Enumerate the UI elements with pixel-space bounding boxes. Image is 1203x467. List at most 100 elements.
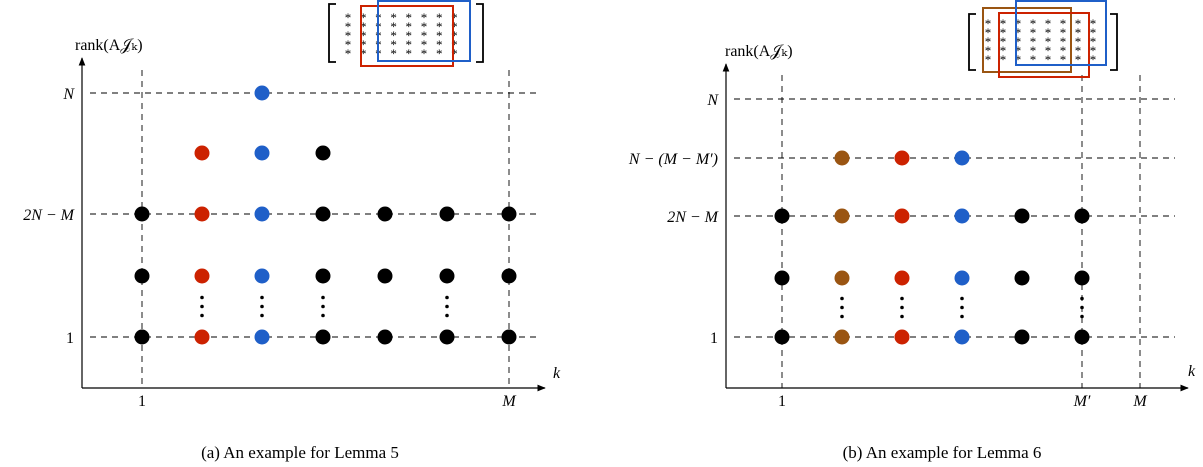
dot-brown: [834, 208, 850, 224]
matrix-star: *: [1045, 25, 1052, 40]
dot-black: [501, 206, 517, 222]
dot-black: [377, 329, 393, 345]
matrix-star: *: [406, 19, 413, 34]
vdots-dot: [445, 295, 449, 300]
matrix-star: *: [1075, 43, 1082, 58]
dot-black: [134, 329, 150, 345]
vdots-dot: [321, 295, 325, 300]
matrix-star: *: [345, 28, 352, 43]
panel-a-matrix: * * * * * * * ** * * * * * * ** * * * * * * ** * * * * * * ** * * * * * * *: [328, 0, 484, 67]
dot-black: [1074, 329, 1090, 345]
matrix-star: *: [1075, 34, 1082, 49]
matrix-star: *: [390, 28, 397, 43]
panel-a-x-tick-m: M: [501, 393, 517, 410]
panel-a-blue-box: [377, 0, 471, 62]
dot-red: [894, 329, 910, 345]
matrix-star: *: [1090, 52, 1097, 67]
panel-a-y-tick-2n-m: 2N − M: [23, 207, 75, 224]
dot-black: [439, 268, 455, 284]
panel-b-vdots: [840, 296, 1084, 319]
vdots-dot: [321, 313, 325, 318]
dot-black: [774, 208, 790, 224]
panel-a-vdots: [200, 295, 449, 318]
vdots-dot: [840, 296, 844, 301]
matrix-star: *: [1030, 25, 1037, 40]
panel-a: rank(A𝒥ₖ) k N 2N − M 1 1 M * * * * * * * ** * * * *…: [23, 0, 561, 462]
matrix-star: *: [345, 19, 352, 34]
dot-blue: [254, 85, 270, 101]
dot-red: [194, 329, 210, 345]
matrix-star: *: [1090, 16, 1097, 31]
matrix-star: *: [1000, 34, 1007, 49]
matrix-star: *: [1090, 34, 1097, 49]
dot-black: [1014, 270, 1030, 286]
matrix-star: *: [1000, 43, 1007, 58]
dot-black: [1074, 208, 1090, 224]
vdots-dot: [900, 296, 904, 301]
vdots-dot: [840, 314, 844, 319]
dot-black: [1014, 329, 1030, 345]
matrix-star: *: [1045, 52, 1052, 67]
panel-b-x-tick-m-prime: M′: [1073, 393, 1091, 410]
panel-b: rank(A𝒥ₖ) k N N − (M − M′) 2N − M 1 1 M′…: [628, 0, 1196, 462]
matrix-star: *: [1030, 34, 1037, 49]
dot-blue: [954, 208, 970, 224]
panel-b-red-box: [998, 12, 1090, 78]
vdots-dot: [1080, 305, 1084, 310]
dot-brown: [834, 329, 850, 345]
panel-a-x-axis-label: k: [553, 365, 561, 382]
vdots-dot: [960, 296, 964, 301]
dot-black: [315, 206, 331, 222]
matrix-star: *: [1015, 25, 1022, 40]
vdots-dot: [445, 304, 449, 309]
dot-red: [194, 268, 210, 284]
matrix-star: *: [985, 25, 992, 40]
panel-b-matrix-left-bracket: [968, 13, 976, 71]
matrix-star: *: [421, 46, 428, 61]
dot-black: [1074, 270, 1090, 286]
panel-b-x-tick-m: M: [1132, 393, 1148, 410]
matrix-star: *: [451, 10, 458, 25]
panel-a-y-axis-label: rank(A𝒥ₖ): [75, 37, 143, 54]
matrix-star: *: [360, 28, 367, 43]
matrix-star: *: [1060, 52, 1067, 67]
matrix-star: *: [1015, 16, 1022, 31]
panel-b-caption: (b) An example for Lemma 6: [843, 443, 1042, 462]
dot-blue: [254, 145, 270, 161]
matrix-star: *: [451, 28, 458, 43]
panel-a-red-box: [360, 5, 454, 67]
matrix-star: *: [1045, 34, 1052, 49]
matrix-star: *: [1060, 43, 1067, 58]
dot-blue: [954, 150, 970, 166]
dot-black: [1014, 208, 1030, 224]
matrix-star: *: [421, 19, 428, 34]
matrix-star: *: [1060, 16, 1067, 31]
vdots-dot: [1080, 296, 1084, 301]
vdots-dot: [960, 305, 964, 310]
matrix-star: *: [451, 46, 458, 61]
dot-blue: [254, 206, 270, 222]
matrix-star: *: [1075, 52, 1082, 67]
panel-b-x-axis-label: k: [1188, 363, 1196, 380]
vdots-dot: [260, 304, 264, 309]
matrix-star: *: [390, 46, 397, 61]
dot-red: [894, 150, 910, 166]
matrix-star: *: [406, 46, 413, 61]
matrix-star: *: [345, 37, 352, 52]
dot-red: [894, 270, 910, 286]
panel-a-matrix-entries: * * * * * * * ** * * * * * * ** * * * * * * ** * * * * * * ** * * * * * * *: [345, 10, 458, 61]
matrix-star: *: [421, 28, 428, 43]
panel-b-matrix: * * * * * * * ** * * * * * * ** * * * * * * ** * * * * * * ** * * * * * * *: [968, 0, 1118, 78]
panel-b-y-axis-label: rank(A𝒥ₖ): [725, 43, 793, 60]
vdots-dot: [321, 304, 325, 309]
vdots-dot: [1080, 314, 1084, 319]
dot-black: [315, 329, 331, 345]
matrix-star: *: [436, 46, 443, 61]
matrix-star: *: [436, 19, 443, 34]
vdots-dot: [200, 295, 204, 300]
matrix-star: *: [421, 10, 428, 25]
matrix-star: *: [1000, 25, 1007, 40]
dot-brown: [834, 270, 850, 286]
panel-a-dots: [134, 85, 517, 345]
